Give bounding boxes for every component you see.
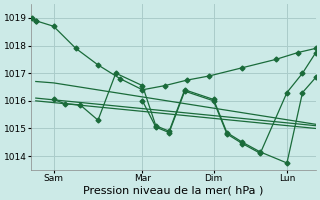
X-axis label: Pression niveau de la mer( hPa ): Pression niveau de la mer( hPa ) bbox=[84, 186, 264, 196]
